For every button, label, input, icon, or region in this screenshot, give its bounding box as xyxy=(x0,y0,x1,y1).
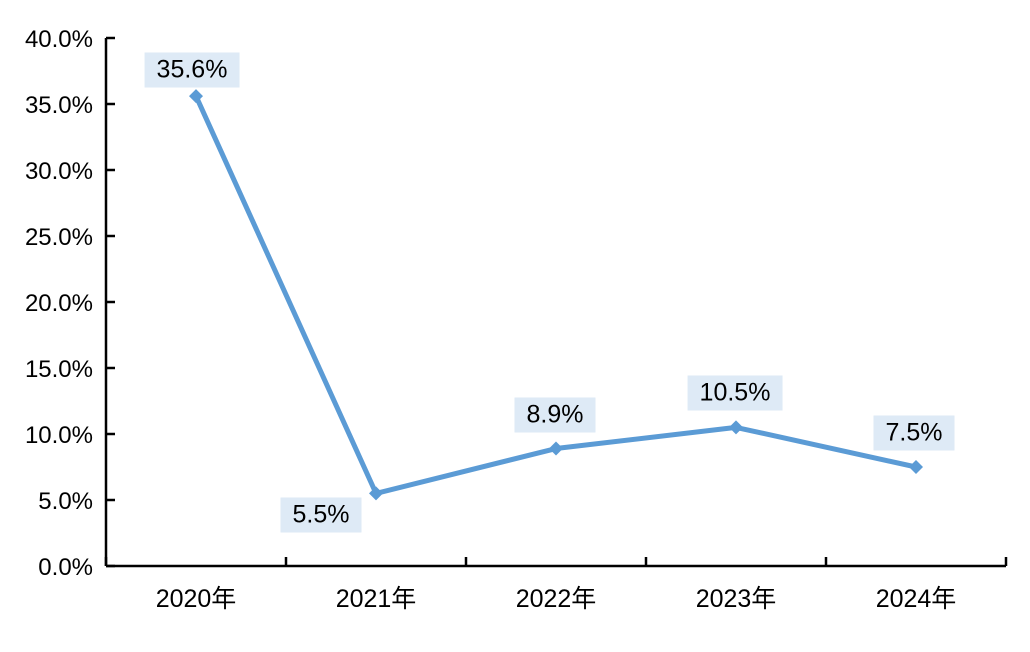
x-axis-label: 2021年 xyxy=(336,585,417,613)
y-axis-tick-label: 25.0% xyxy=(25,224,93,251)
y-axis-tick-label: 30.0% xyxy=(25,158,93,185)
series-line xyxy=(193,95,917,496)
data-point-marker xyxy=(189,89,203,104)
y-axis-tick-label: 0.0% xyxy=(38,554,93,581)
data-label: 35.6% xyxy=(144,52,240,88)
y-axis-tick-label: 40.0% xyxy=(25,26,93,53)
x-axis-label: 2020年 xyxy=(156,585,237,613)
x-axis-label: 2024年 xyxy=(876,585,957,613)
data-point-marker xyxy=(549,441,563,456)
y-axis-tick-label: 35.0% xyxy=(25,92,93,119)
data-label: 7.5% xyxy=(873,415,955,451)
x-axis-label: 2023年 xyxy=(696,585,777,613)
x-axis-label: 2022年 xyxy=(516,585,597,613)
y-axis-tick-label: 15.0% xyxy=(25,356,93,383)
data-label: 8.9% xyxy=(514,397,596,433)
y-axis-tick-label: 5.0% xyxy=(38,488,93,515)
data-point-marker xyxy=(729,420,743,435)
data-point-marker xyxy=(369,486,383,501)
data-label: 5.5% xyxy=(280,497,362,533)
y-axis-tick-label: 10.0% xyxy=(25,422,93,449)
data-label: 10.5% xyxy=(687,375,783,411)
data-point-marker xyxy=(909,460,923,474)
y-axis-tick-label: 20.0% xyxy=(25,290,93,317)
